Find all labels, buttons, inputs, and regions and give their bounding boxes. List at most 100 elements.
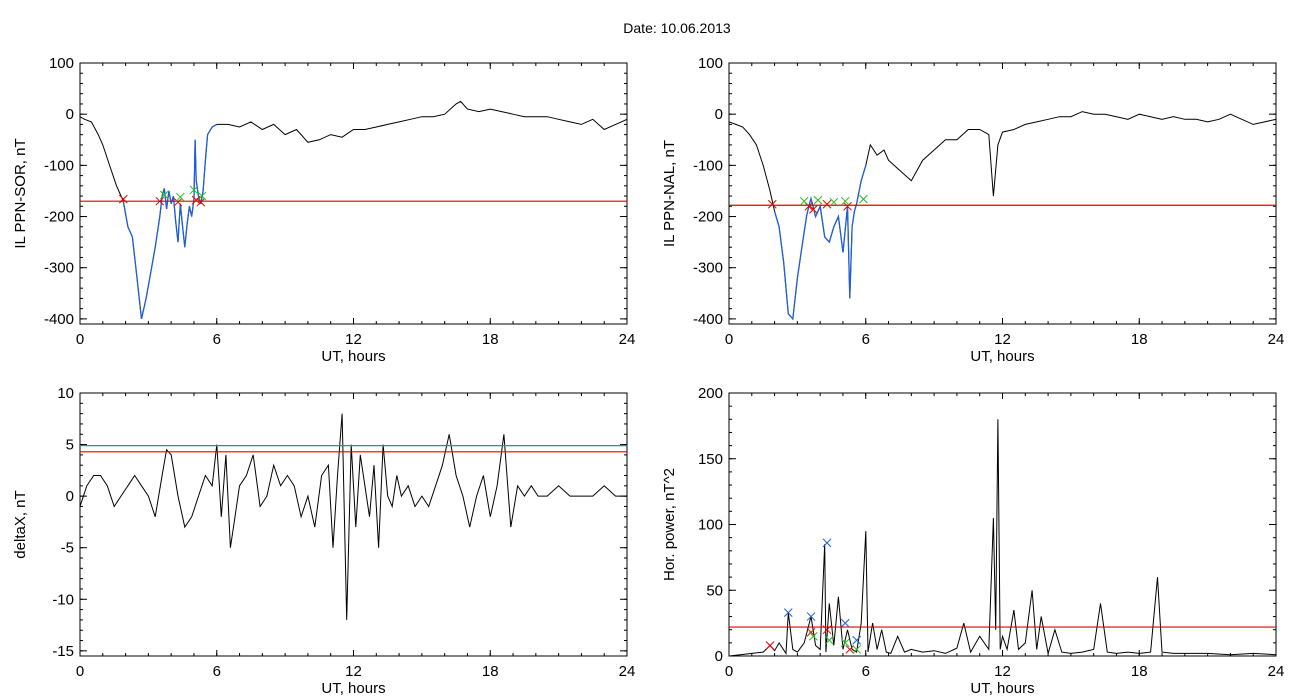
red-marker (843, 201, 852, 211)
panel-ppn-sor: 0 6 12 18 24 100 0 -100 -200 -300 -400 UT, hours IL … (12, 55, 635, 365)
x-tick-label: 12 (994, 331, 1011, 348)
y-tick-label: -5 (61, 540, 74, 557)
y-axis-label: deltaX, nT (12, 490, 29, 558)
red-marker (765, 641, 775, 650)
x-tick-label: 12 (345, 331, 362, 348)
x-axis-label: UT, hours (970, 680, 1034, 697)
x-tick-label: 18 (482, 331, 499, 348)
x-tick-label: 6 (213, 663, 221, 680)
x-tick-label: 24 (1268, 331, 1285, 348)
y-tick-label: 150 (698, 451, 723, 468)
panel-hor-power: 0 6 12 18 24 200 150 100 50 0 UT, hours Hor. power,… (661, 385, 1284, 697)
figure-title: Date: 10.06.2013 (623, 20, 731, 36)
green-marker (159, 190, 169, 200)
plot-area (80, 100, 627, 320)
green-marker (197, 191, 207, 201)
y-tick-label: 0 (715, 648, 723, 665)
y-tick-label: 100 (49, 55, 74, 72)
y-tick-label: 100 (698, 55, 723, 72)
x-tick-label: 0 (76, 663, 84, 680)
blue-marker (840, 618, 850, 628)
y-tick-label: -400 (693, 311, 723, 328)
panel-deltax: 0 6 12 18 24 10 5 0 -5 -10 -15 UT, hours deltaX, nT (12, 385, 635, 697)
series-line-IL (80, 100, 627, 320)
y-tick-label: 0 (66, 488, 74, 505)
plot-area (80, 413, 627, 620)
series-line-power (729, 419, 1276, 656)
y-tick-label: 200 (698, 385, 723, 402)
red-marker (822, 625, 832, 635)
green-marker (859, 194, 868, 204)
red-marker (155, 196, 165, 206)
x-tick-label: 24 (1268, 663, 1285, 680)
substorm-segment (773, 165, 867, 321)
y-axis-label: IL PPN-NAL, nT (661, 140, 678, 247)
red-marker (173, 197, 183, 207)
y-tick-label: -200 (44, 209, 74, 226)
x-tick-label: 24 (619, 331, 636, 348)
x-tick-label: 6 (213, 331, 221, 348)
y-tick-label: -100 (693, 157, 723, 174)
red-marker (118, 194, 128, 204)
y-tick-label: 0 (66, 106, 74, 123)
x-axis-label: UT, hours (970, 348, 1034, 365)
green-marker (840, 196, 850, 206)
x-tick-label: 12 (994, 663, 1011, 680)
x-axis-label: UT, hours (321, 680, 385, 697)
y-tick-label: 0 (715, 106, 723, 123)
green-marker (824, 635, 834, 645)
series-line-IL (729, 111, 1276, 321)
plot-frame (79, 62, 628, 325)
substorm-segment (122, 123, 218, 320)
y-tick-label: -200 (693, 209, 723, 226)
panel-ppn-nal: 0 6 12 18 24 100 0 -100 -200 -300 -400 UT, hours IL … (661, 55, 1284, 365)
y-tick-label: 50 (706, 582, 723, 599)
y-tick-label: 5 (66, 437, 74, 454)
red-marker (191, 195, 201, 205)
green-marker (813, 195, 823, 205)
x-tick-label: 18 (1131, 663, 1148, 680)
green-marker (840, 638, 850, 648)
plot-frame (79, 392, 628, 657)
x-tick-label: 0 (725, 331, 733, 348)
green-marker (829, 197, 839, 207)
y-axis-label: Hor. power, nT^2 (661, 468, 678, 581)
red-marker (808, 205, 818, 214)
red-marker (822, 199, 832, 209)
blue-marker (806, 612, 816, 621)
y-tick-label: -15 (52, 643, 74, 660)
green-marker (808, 631, 818, 641)
y-tick-label: -100 (44, 157, 74, 174)
blue-marker (783, 608, 793, 617)
blue-marker (852, 635, 861, 645)
x-tick-label: 0 (76, 331, 84, 348)
red-marker (806, 627, 816, 637)
plot-area (729, 111, 1276, 321)
y-tick-label: -300 (44, 260, 74, 277)
blue-marker (822, 538, 832, 548)
y-tick-label: 100 (698, 517, 723, 534)
y-tick-label: -10 (52, 591, 74, 608)
series-line-deltaX (80, 413, 627, 620)
x-tick-label: 6 (862, 663, 870, 680)
x-tick-label: 24 (619, 663, 636, 680)
x-tick-label: 18 (482, 663, 499, 680)
y-axis-label: IL PPN-SOR, nT (12, 138, 29, 248)
x-tick-label: 6 (862, 331, 870, 348)
y-tick-label: 10 (57, 385, 74, 402)
y-tick-label: -300 (693, 260, 723, 277)
x-tick-label: 12 (345, 663, 362, 680)
x-axis-label: UT, hours (321, 348, 385, 365)
red-marker (845, 645, 855, 654)
green-marker (852, 645, 861, 654)
green-marker (175, 192, 185, 202)
red-marker (767, 199, 777, 209)
x-tick-label: 0 (725, 663, 733, 680)
plot-area (729, 419, 1276, 656)
plot-frame (728, 62, 1277, 325)
x-tick-label: 18 (1131, 331, 1148, 348)
y-tick-label: -400 (44, 311, 74, 328)
green-marker (189, 185, 199, 195)
green-marker (799, 196, 809, 206)
